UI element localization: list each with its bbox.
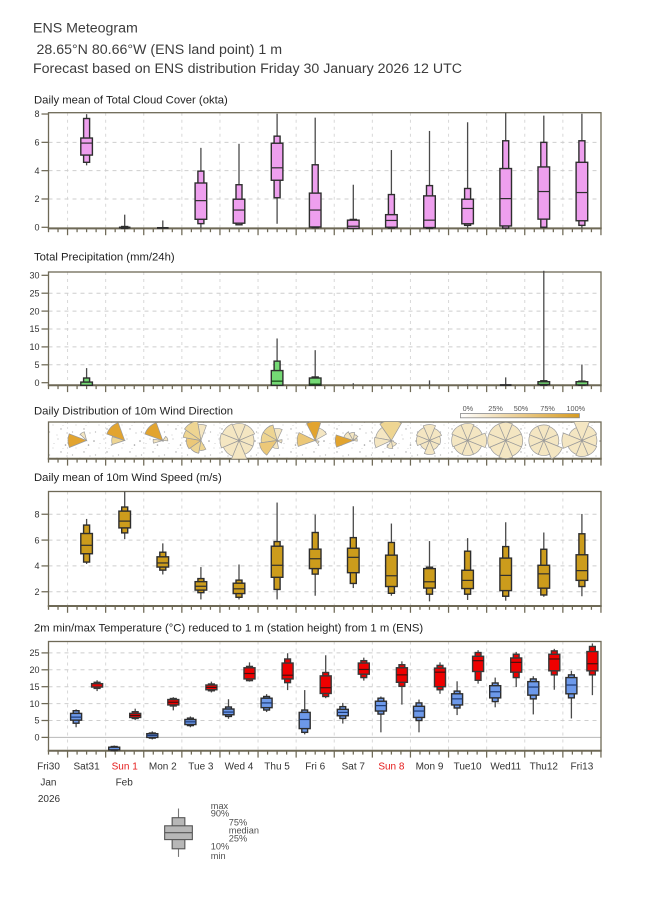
svg-text:Fri30: Fri30	[37, 762, 60, 773]
svg-text:Thu 5: Thu 5	[264, 762, 290, 773]
svg-text:90%: 90%	[211, 809, 229, 819]
svg-text:75%: 75%	[540, 404, 555, 413]
svg-text:6: 6	[34, 535, 39, 545]
svg-text:10: 10	[29, 342, 39, 352]
svg-text:75%: 75%	[229, 817, 247, 827]
svg-text:Tue10: Tue10	[454, 762, 482, 773]
svg-text:6: 6	[34, 138, 39, 148]
svg-text:25%: 25%	[488, 404, 503, 413]
svg-text:Sun 8: Sun 8	[378, 762, 405, 773]
svg-text:Thu12: Thu12	[530, 762, 559, 773]
svg-text:8: 8	[34, 109, 39, 119]
svg-text:100%: 100%	[566, 404, 585, 413]
svg-text:5: 5	[34, 716, 39, 726]
svg-text:25: 25	[29, 288, 39, 298]
svg-text:Fri 6: Fri 6	[305, 762, 325, 773]
svg-text:Wed 4: Wed 4	[225, 762, 254, 773]
svg-text:min: min	[211, 851, 226, 861]
svg-text:Mon 2: Mon 2	[149, 762, 177, 773]
svg-text:0%: 0%	[463, 404, 474, 413]
svg-text:Tue 3: Tue 3	[188, 762, 214, 773]
svg-text:Daily mean of 10m Wind Speed (: Daily mean of 10m Wind Speed (m/s)	[34, 472, 222, 484]
svg-text:ENS Meteogram: ENS Meteogram	[33, 21, 138, 37]
svg-text:0: 0	[34, 378, 39, 388]
svg-text:10%: 10%	[211, 842, 229, 852]
svg-text:Total Precipitation (mm/24h): Total Precipitation (mm/24h)	[34, 252, 175, 264]
svg-text:20: 20	[29, 665, 39, 675]
svg-text:25: 25	[29, 648, 39, 658]
svg-text:28.65°N 80.66°W (ENS land poin: 28.65°N 80.66°W (ENS land point) 1 m	[37, 42, 283, 58]
svg-text:15: 15	[29, 682, 39, 692]
svg-text:2: 2	[34, 194, 39, 204]
svg-text:Feb: Feb	[116, 778, 134, 789]
svg-text:median: median	[229, 825, 259, 835]
svg-text:50%: 50%	[514, 404, 529, 413]
svg-text:Daily Distribution of 10m Wind: Daily Distribution of 10m Wind Direction	[34, 406, 233, 418]
svg-text:Daily mean of Total Cloud Cove: Daily mean of Total Cloud Cover (okta)	[34, 95, 228, 107]
svg-text:Fri13: Fri13	[571, 762, 594, 773]
svg-text:30: 30	[29, 271, 39, 281]
svg-text:8: 8	[34, 509, 39, 519]
svg-text:2: 2	[34, 587, 39, 597]
svg-text:25%: 25%	[229, 834, 247, 844]
svg-text:0: 0	[34, 733, 39, 743]
svg-text:0: 0	[34, 223, 39, 233]
svg-text:Wed11: Wed11	[490, 762, 521, 773]
svg-text:2026: 2026	[38, 794, 61, 805]
svg-text:2m min/max Temperature (°C) re: 2m min/max Temperature (°C) reduced to 1…	[34, 623, 423, 635]
svg-text:Mon 9: Mon 9	[416, 762, 444, 773]
svg-text:Forecast based on ENS distribu: Forecast based on ENS distribution Frida…	[33, 61, 462, 77]
svg-text:Sat31: Sat31	[74, 762, 101, 773]
svg-text:Sun 1: Sun 1	[112, 762, 139, 773]
svg-text:max: max	[211, 801, 229, 811]
svg-text:4: 4	[34, 166, 39, 176]
svg-text:4: 4	[34, 561, 39, 571]
svg-text:20: 20	[29, 306, 39, 316]
svg-text:15: 15	[29, 324, 39, 334]
svg-text:Sat 7: Sat 7	[342, 762, 366, 773]
svg-text:10: 10	[29, 699, 39, 709]
svg-text:Jan: Jan	[40, 778, 56, 789]
svg-text:5: 5	[34, 360, 39, 370]
